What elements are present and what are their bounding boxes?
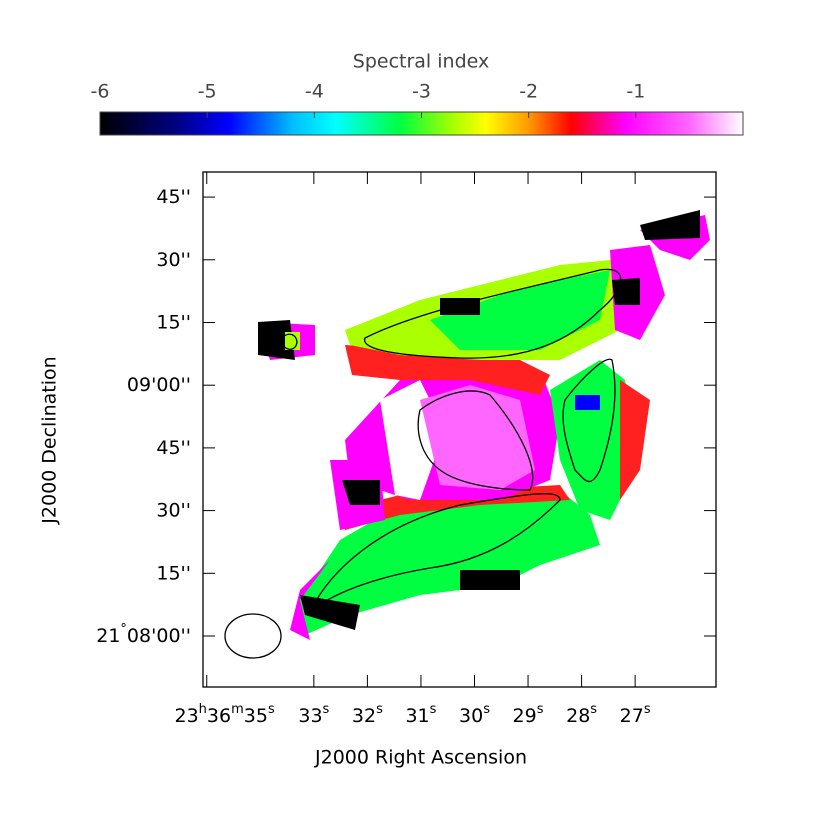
y-tick-label: 09'00'': [127, 374, 191, 396]
map-region: [460, 570, 520, 590]
map-region: [342, 480, 380, 505]
colorbar-tick-label: -3: [412, 81, 431, 103]
x-tick-label: 28s: [566, 702, 597, 727]
x-tick-label: 27s: [620, 702, 651, 727]
contour: [417, 390, 534, 491]
x-axis-label: J2000 Right Ascension: [314, 747, 527, 769]
colorbar-tick-label: -4: [305, 81, 324, 103]
plot-frame: [202, 171, 717, 688]
y-tick-label: 21°08'00'': [96, 622, 191, 647]
y-axis-label: J2000 Declination: [39, 356, 61, 524]
map-region: [345, 345, 550, 395]
y-tick-label: 15'': [156, 562, 191, 584]
y-tick-label: 30'': [156, 499, 191, 521]
contour: [364, 268, 622, 359]
map-region: [550, 360, 640, 520]
y-tick-label: 30'': [156, 248, 191, 270]
contour: [309, 493, 561, 613]
contour: [562, 358, 616, 483]
contour: [279, 333, 298, 350]
y-tick-label: 45'': [156, 186, 191, 208]
map: [258, 210, 710, 640]
x-tick-label: 31s: [405, 702, 436, 727]
contours: [224, 268, 622, 659]
beam: [224, 613, 282, 659]
x-tick-label: 23h36m35s: [174, 702, 274, 727]
y-tick-label: 15'': [156, 311, 191, 333]
x-tick-label: 30s: [459, 702, 490, 727]
map-region: [612, 278, 640, 305]
colorbar-tick-label: -6: [91, 81, 110, 103]
map-region: [640, 210, 700, 240]
map-region: [620, 380, 650, 500]
map-region: [575, 395, 600, 410]
map-region: [300, 490, 600, 635]
colorbar: Spectral index -6 -5 -4 -3 -2 -1: [91, 51, 744, 136]
map-region: [430, 270, 610, 350]
x-tick-label: 29s: [513, 702, 544, 727]
colorbar-tick-label: -5: [198, 81, 217, 103]
map-region: [420, 385, 535, 490]
map-region: [290, 560, 330, 640]
colorbar-tick-label: -2: [519, 81, 538, 103]
colorbar-tick-label: -1: [626, 81, 645, 103]
x-tick-label: 32s: [352, 702, 383, 727]
x-tick-label: 33s: [298, 702, 329, 727]
y-tick-label: 45'': [156, 436, 191, 458]
colorbar-title: Spectral index: [353, 51, 489, 73]
